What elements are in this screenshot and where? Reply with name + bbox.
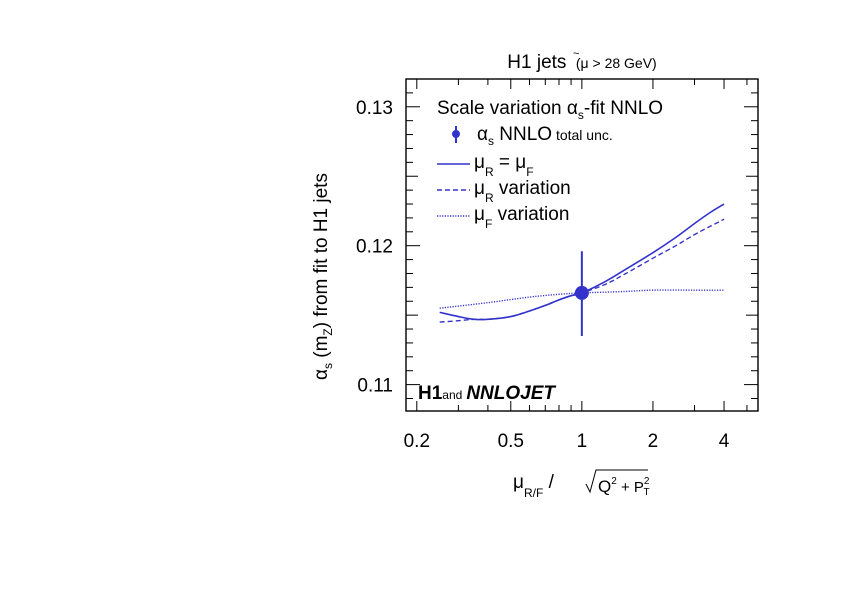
- title-mu: μ: [581, 55, 589, 71]
- legend: Scale variation αs-fit NNLO αs NNLO tota…: [437, 98, 663, 231]
- legend-title: Scale variation αs-fit NNLO: [437, 98, 663, 122]
- x-tick-label: 4: [719, 431, 730, 452]
- y-tick-label: 0.11: [357, 376, 393, 397]
- chart-title: H1 jets (μ > 28 GeV): [507, 52, 656, 73]
- data-point: [574, 285, 589, 300]
- x-tick-label: 0.2: [404, 431, 430, 452]
- data-point-group: [574, 251, 589, 336]
- title-tilde: ~: [573, 48, 579, 60]
- legend-entry-solid: μR = μF: [474, 152, 534, 179]
- tick-labels: 0.2 0.5 1 2 4 0.11 0.12 0.13: [356, 98, 730, 452]
- svg-text:Q2 + P2T: Q2 + P2 T: [598, 476, 650, 498]
- legend-entry-dotted: μF variation: [474, 204, 569, 231]
- x-tick-label: 0.5: [498, 431, 524, 452]
- legend-entry-dashed: μR variation: [474, 178, 571, 205]
- legend-entry-point: αs NNLO total unc.: [477, 124, 613, 148]
- axis-ticks: [406, 78, 758, 411]
- y-tick-label: 0.13: [356, 98, 393, 119]
- y-axis-label: αs (mZ) from fit to H1 jets: [311, 173, 335, 380]
- x-tick-label: 2: [648, 431, 659, 452]
- svg-text:μR/F /: μR/F /: [513, 472, 555, 500]
- x-axis-label: μR/F / Q2 + P2 T: [513, 469, 650, 500]
- y-tick-label: 0.12: [356, 237, 393, 258]
- x-tick-label: 1: [577, 431, 588, 452]
- legend-marker-icon: [452, 130, 460, 138]
- h1-nnlojet-annotation: H1and NNLOJET: [418, 383, 556, 404]
- sqrt-icon: [585, 469, 648, 494]
- series-line-dashed: [439, 218, 725, 323]
